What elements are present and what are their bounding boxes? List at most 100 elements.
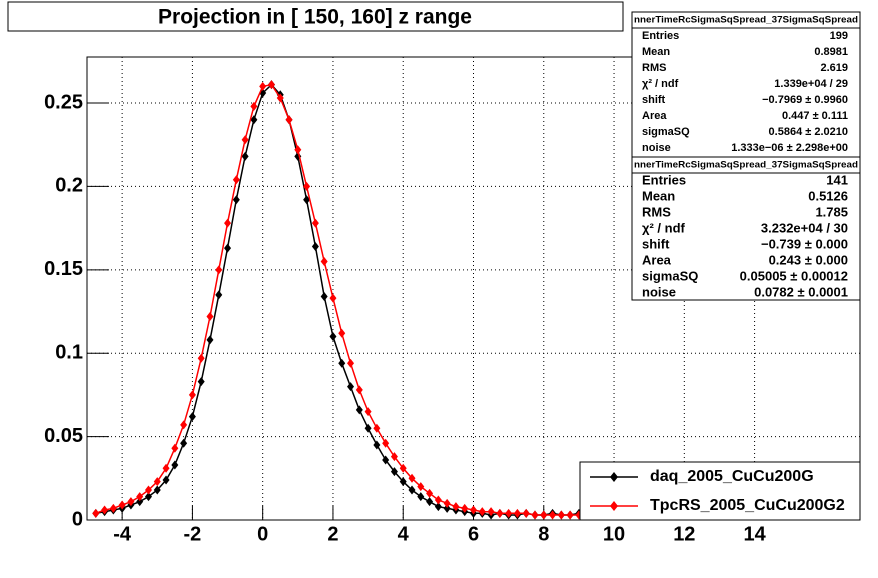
stat-value: 0.8981 (814, 46, 848, 58)
marker (241, 151, 249, 161)
stat-value: 2.619 (820, 62, 848, 74)
stat-label: Entries (642, 30, 679, 42)
stat-value: 199 (830, 30, 848, 42)
marker (232, 195, 240, 205)
marker (109, 503, 117, 513)
marker (478, 507, 486, 517)
marker (461, 503, 469, 513)
chart-title: Projection in [ 150, 160] z range (158, 6, 472, 29)
marker (250, 101, 258, 111)
stat-value: 0.5864 ± 2.0210 (769, 126, 848, 138)
marker (259, 81, 267, 91)
stat-value: 0.447 ± 0.111 (782, 110, 848, 122)
marker (206, 312, 214, 322)
stat-value: 0.243 ± 0.000 (769, 252, 848, 267)
y-tick-label: 0.15 (44, 258, 83, 280)
marker (118, 500, 126, 510)
stat-label: sigmaSQ (642, 268, 698, 283)
marker (390, 467, 398, 477)
marker (188, 390, 196, 400)
legend-label: TpcRS_2005_CuCu200G2 (650, 497, 845, 514)
marker (364, 407, 372, 417)
marker (417, 492, 425, 502)
marker (417, 482, 425, 492)
marker (197, 377, 205, 387)
stat-value: 141 (826, 172, 848, 187)
marker (136, 492, 144, 502)
x-tick-label: 14 (743, 523, 766, 545)
marker (215, 290, 223, 300)
marker (496, 508, 504, 518)
x-tick-label: 4 (398, 523, 410, 545)
marker (329, 293, 337, 303)
marker (355, 385, 363, 395)
stat-label: Entries (642, 172, 686, 187)
marker (566, 510, 574, 520)
title-box (7, 1, 624, 32)
marker (426, 497, 434, 507)
marker (320, 292, 328, 302)
marker (408, 473, 416, 483)
stat-label: Mean (642, 188, 675, 203)
marker (522, 508, 530, 518)
marker (180, 420, 188, 430)
stat-label: shift (642, 94, 666, 106)
marker (171, 460, 179, 470)
stat-title: nnerTimeRcSigmaSqSpread_37SigmaSqSpread (634, 15, 858, 26)
stat-value: 1.333e−06 ± 2.298e+00 (731, 142, 848, 154)
marker (443, 498, 451, 508)
marker (399, 477, 407, 487)
marker (303, 195, 311, 205)
marker (197, 353, 205, 363)
marker (250, 115, 258, 125)
stat-value: −0.739 ± 0.000 (761, 236, 848, 251)
marker (136, 497, 144, 507)
stat-value: 3.232e+04 / 30 (761, 220, 848, 235)
stat-title: nnerTimeRcSigmaSqSpread_37SigmaSqSpread (634, 160, 858, 171)
marker (294, 145, 302, 155)
stat-box (631, 11, 861, 158)
marker (144, 485, 152, 495)
marker (390, 452, 398, 462)
stat-label: Area (642, 110, 667, 122)
marker (241, 135, 249, 145)
marker (487, 507, 495, 517)
marker (347, 382, 355, 392)
x-tick-label: -2 (184, 523, 202, 545)
x-tick-label: 10 (603, 523, 625, 545)
marker (426, 488, 434, 498)
marker (452, 502, 460, 512)
stat-label: χ² / ndf (642, 220, 686, 235)
marker (347, 358, 355, 368)
marker (285, 115, 293, 125)
marker (329, 332, 337, 342)
y-tick-label: 0 (72, 508, 83, 530)
legend-box (579, 461, 861, 521)
marker (276, 93, 284, 103)
stat-label: Area (642, 252, 672, 267)
marker (153, 485, 161, 495)
marker (224, 243, 232, 253)
y-tick-label: 0.1 (55, 341, 83, 363)
legend-label: daq_2005_CuCu200G (650, 468, 814, 485)
stat-label: RMS (642, 62, 666, 74)
x-tick-label: 0 (257, 523, 268, 545)
marker (144, 492, 152, 502)
legend-marker (610, 472, 618, 482)
marker (311, 218, 319, 228)
marker (303, 181, 311, 191)
marker (153, 477, 161, 487)
marker (224, 218, 232, 228)
marker (531, 510, 539, 520)
stat-label: shift (642, 236, 670, 251)
marker (443, 503, 451, 513)
marker (338, 328, 346, 338)
marker (364, 423, 372, 433)
x-tick-label: 8 (538, 523, 549, 545)
marker (127, 497, 135, 507)
stat-value: 0.0782 ± 0.0001 (754, 284, 848, 299)
y-tick-label: 0.05 (44, 425, 83, 447)
stat-box (631, 156, 861, 301)
marker (540, 510, 548, 520)
marker (311, 241, 319, 251)
